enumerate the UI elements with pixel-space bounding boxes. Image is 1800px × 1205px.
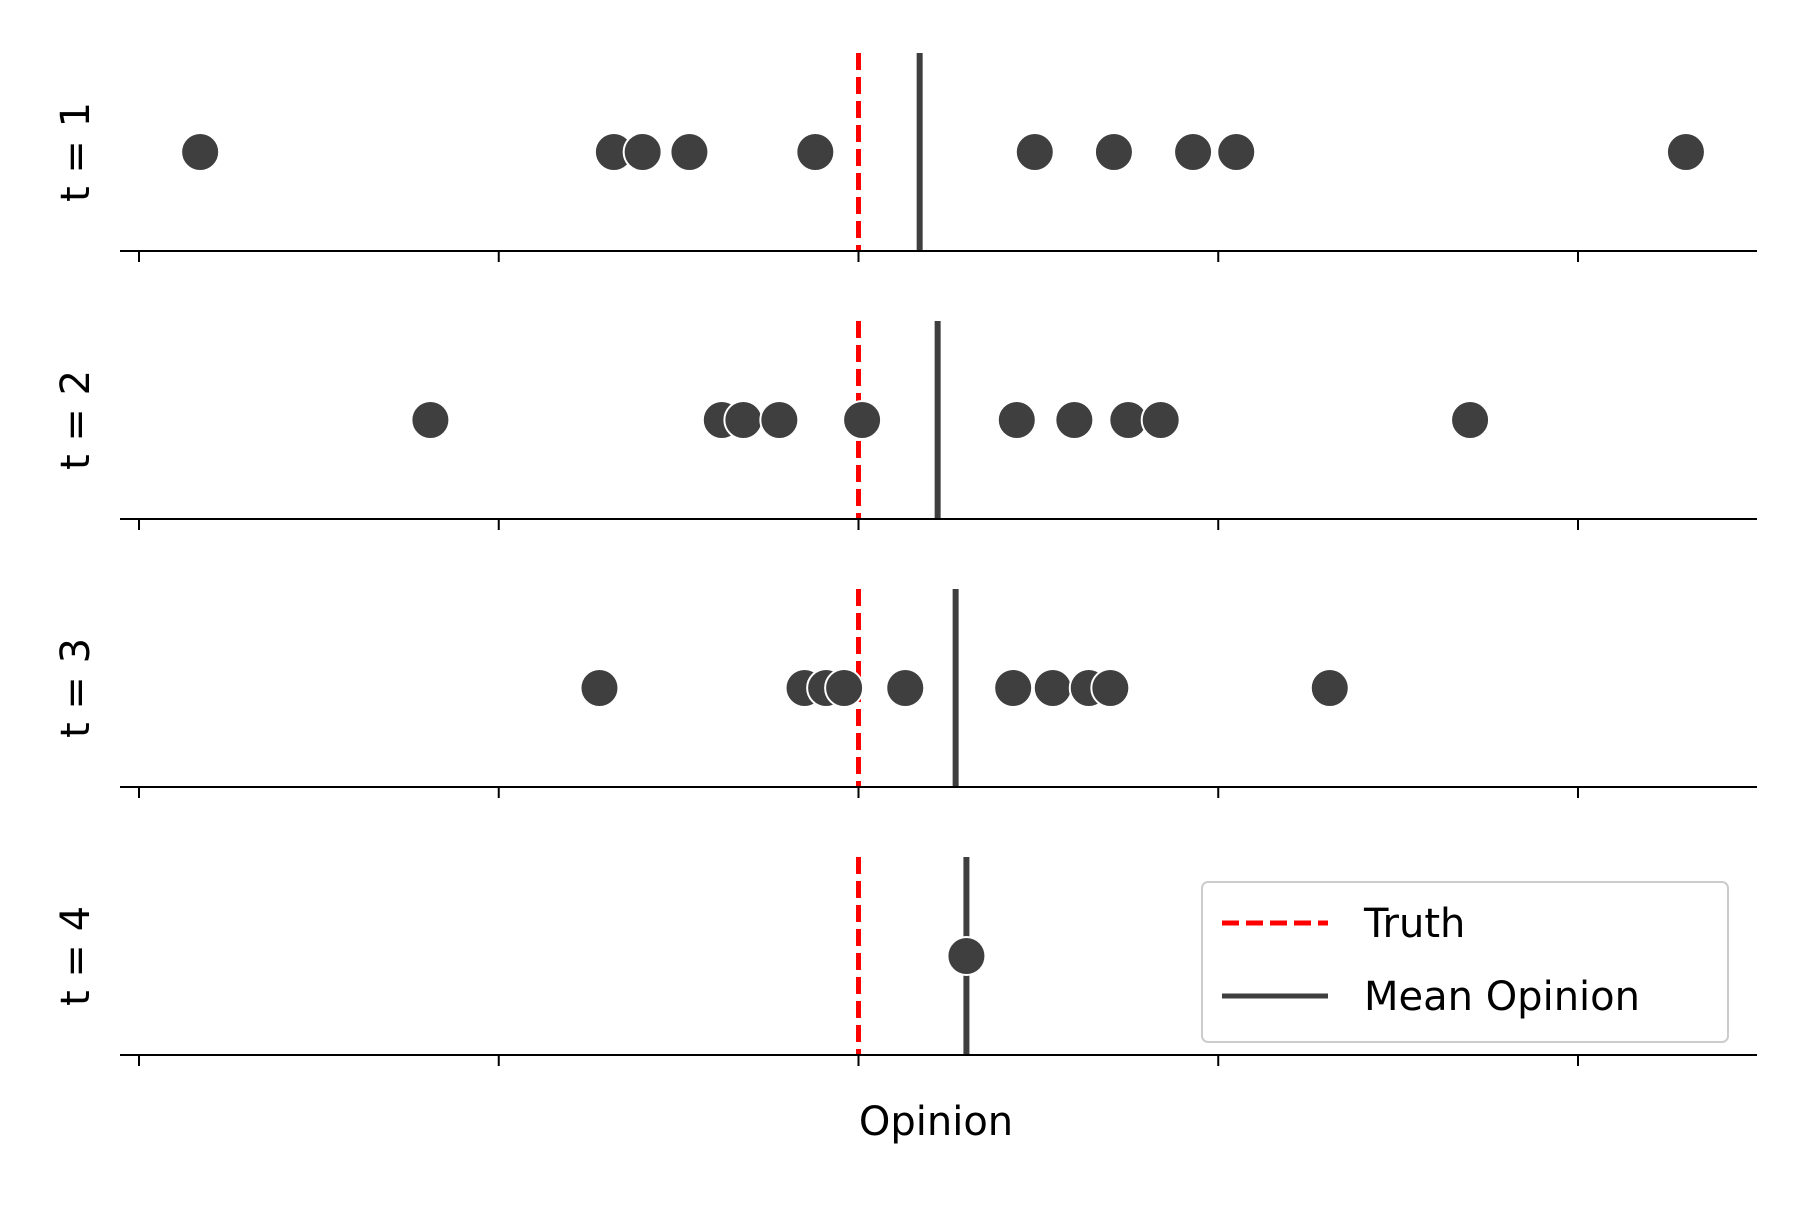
opinion-point: [622, 132, 663, 172]
opinion-point: [669, 132, 710, 172]
opinion-point: [996, 400, 1037, 440]
opinion-point: [1093, 132, 1134, 172]
opinion-point: [1450, 400, 1491, 440]
legend-mean-label: Mean Opinion: [1364, 974, 1640, 1020]
opinion-point: [1309, 668, 1350, 708]
panel-label: t = 4: [53, 906, 99, 1006]
opinion-point: [1216, 132, 1257, 172]
opinion-point: [1054, 400, 1095, 440]
x-axis-label: Opinion: [859, 1099, 1013, 1145]
legend-truth-label: Truth: [1363, 901, 1465, 947]
opinion-point: [1173, 132, 1214, 172]
panels-layer: t = 1 t = 2 t = 3 t = 4: [53, 53, 1757, 1066]
panel-2: t = 2: [53, 321, 1757, 530]
opinion-point: [1665, 132, 1706, 172]
opinion-point: [842, 400, 883, 440]
panel-label: t = 1: [53, 102, 99, 202]
panel-1: t = 1: [53, 53, 1757, 262]
opinion-point: [579, 668, 620, 708]
opinion-point: [759, 400, 800, 440]
legend: Truth Mean Opinion: [1201, 881, 1729, 1043]
opinion-point: [885, 668, 926, 708]
opinion-point: [795, 132, 836, 172]
panel-label: t = 3: [53, 638, 99, 738]
opinion-point: [1014, 132, 1055, 172]
opinion-point: [723, 400, 764, 440]
panel-label: t = 2: [53, 370, 99, 470]
opinion-point: [410, 400, 451, 440]
opinion-point: [1140, 400, 1181, 440]
opinion-point: [180, 132, 221, 172]
panel-3: t = 3: [53, 589, 1757, 798]
opinion-point: [946, 936, 987, 976]
legend-frame: [1201, 881, 1729, 1043]
opinion-point: [993, 668, 1034, 708]
opinion-point: [824, 668, 865, 708]
opinion-point: [1032, 668, 1073, 708]
panel-4: t = 4: [53, 857, 1757, 1066]
opinion-point: [1090, 668, 1131, 708]
